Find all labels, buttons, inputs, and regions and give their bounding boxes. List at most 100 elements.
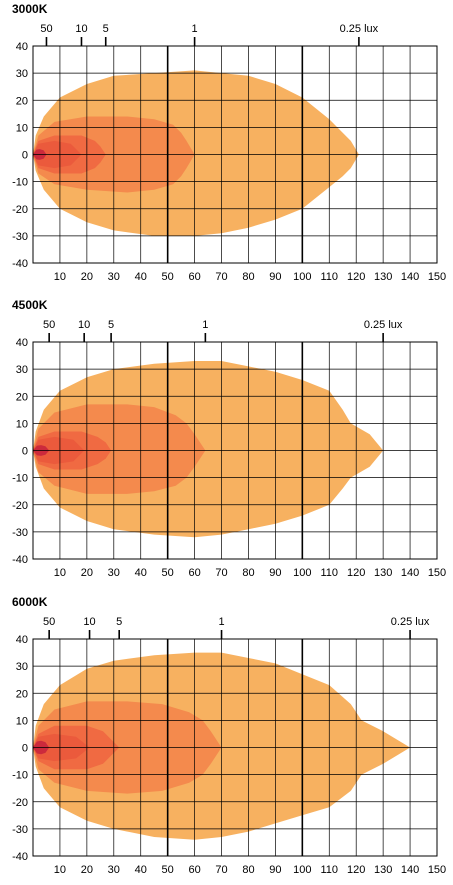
x-tick-label: 30 (108, 864, 120, 876)
x-tick-label: 110 (320, 567, 338, 579)
y-tick-label: -30 (12, 824, 28, 836)
y-tick-label: 30 (16, 68, 28, 80)
x-tick-label: 130 (374, 567, 392, 579)
y-tick-label: 40 (16, 634, 28, 646)
y-tick-label: -20 (12, 500, 28, 512)
y-tick-label: 0 (22, 446, 28, 458)
y-tick-label: -10 (12, 770, 28, 782)
y-tick-label: -30 (12, 527, 28, 539)
x-tick-label: 90 (269, 864, 281, 876)
lux-marker-label: 10 (83, 616, 95, 628)
x-tick-label: 150 (428, 567, 446, 579)
y-tick-label: 40 (16, 337, 28, 349)
x-tick-label: 70 (215, 864, 227, 876)
x-tick-label: 60 (188, 567, 200, 579)
x-tick-label: 110 (320, 271, 338, 283)
lux-marker-label: 50 (40, 23, 52, 35)
lux-marker-label: 10 (78, 319, 90, 331)
x-tick-label: 90 (269, 271, 281, 283)
y-tick-label: -20 (12, 797, 28, 809)
x-tick-label: 100 (293, 567, 311, 579)
x-tick-label: 10 (54, 567, 66, 579)
x-tick-label: 120 (347, 271, 365, 283)
x-tick-label: 150 (428, 864, 446, 876)
lux-marker-label: 0.25 lux (391, 616, 430, 628)
x-tick-label: 80 (242, 864, 254, 876)
x-tick-label: 10 (54, 271, 66, 283)
x-tick-label: 90 (269, 567, 281, 579)
y-tick-label: 20 (16, 391, 28, 403)
lux-marker-label: 50 (43, 616, 55, 628)
x-tick-label: 40 (135, 567, 147, 579)
lux-marker-label: 0.25 lux (340, 23, 379, 35)
y-tick-label: -10 (12, 473, 28, 485)
x-tick-label: 80 (242, 567, 254, 579)
chart-title: 6000K (12, 595, 48, 609)
lux-marker-label: 0.25 lux (364, 319, 403, 331)
x-tick-label: 20 (81, 864, 93, 876)
lux-marker-label: 5 (116, 616, 122, 628)
plot-frame (32, 45, 438, 264)
chart-title: 3000K (12, 2, 48, 16)
y-tick-label: 20 (16, 95, 28, 107)
beam-chart-panel: 4500K 40 30 20 10 0 -10 -20 -30 -40 10 20 30 40 50 60 70… (0, 296, 453, 588)
x-tick-label: 60 (188, 864, 200, 876)
y-tick-label: 30 (16, 364, 28, 376)
x-tick-label: 100 (293, 864, 311, 876)
x-tick-label: 140 (401, 567, 419, 579)
x-tick-label: 100 (293, 271, 311, 283)
chart-title: 4500K (12, 298, 48, 312)
x-tick-label: 130 (374, 271, 392, 283)
x-tick-label: 50 (162, 567, 174, 579)
x-tick-label: 150 (428, 271, 446, 283)
y-tick-label: -40 (12, 258, 28, 270)
plot-frame (32, 341, 438, 560)
lux-marker-label: 5 (108, 319, 114, 331)
x-tick-label: 120 (347, 864, 365, 876)
x-tick-label: 40 (135, 271, 147, 283)
x-tick-label: 50 (162, 271, 174, 283)
x-tick-label: 10 (54, 864, 66, 876)
isolux-area-0_25-lux (33, 70, 359, 236)
y-tick-label: 40 (16, 41, 28, 53)
x-tick-label: 70 (215, 271, 227, 283)
y-tick-label: -10 (12, 177, 28, 189)
y-tick-label: -20 (12, 204, 28, 216)
lux-marker-label: 1 (202, 319, 208, 331)
x-tick-label: 60 (188, 271, 200, 283)
x-tick-label: 80 (242, 271, 254, 283)
x-tick-label: 70 (215, 567, 227, 579)
isolux-area-1-lux (33, 404, 206, 494)
y-tick-label: -30 (12, 231, 28, 243)
x-tick-label: 20 (81, 271, 93, 283)
lux-marker-label: 50 (43, 319, 55, 331)
y-tick-label: 10 (16, 122, 28, 134)
y-tick-label: -40 (12, 851, 28, 863)
x-tick-label: 140 (401, 864, 419, 876)
lux-marker-label: 1 (192, 23, 198, 35)
y-tick-label: 0 (22, 743, 28, 755)
x-tick-label: 110 (320, 864, 338, 876)
x-tick-label: 40 (135, 864, 147, 876)
x-tick-label: 130 (374, 864, 392, 876)
y-tick-label: 10 (16, 418, 28, 430)
y-tick-label: 0 (22, 150, 28, 162)
lux-marker-label: 1 (218, 616, 224, 628)
y-tick-label: -40 (12, 554, 28, 566)
x-tick-label: 50 (162, 864, 174, 876)
y-tick-label: 20 (16, 688, 28, 700)
plot-frame (32, 638, 438, 857)
x-tick-label: 140 (401, 271, 419, 283)
x-tick-label: 30 (108, 271, 120, 283)
lux-marker-label: 10 (75, 23, 87, 35)
lux-marker-label: 5 (103, 23, 109, 35)
beam-chart-panel: 3000K 40 30 20 10 0 -10 -20 -30 -40 10 20 30 40 50 60 70… (0, 0, 453, 292)
x-tick-label: 30 (108, 567, 120, 579)
beam-chart-panel: 6000K 40 30 20 10 0 -10 -20 -30 -40 10 20 30 40 50 60 70… (0, 593, 453, 885)
x-tick-label: 120 (347, 567, 365, 579)
x-tick-label: 20 (81, 567, 93, 579)
y-tick-label: 10 (16, 715, 28, 727)
